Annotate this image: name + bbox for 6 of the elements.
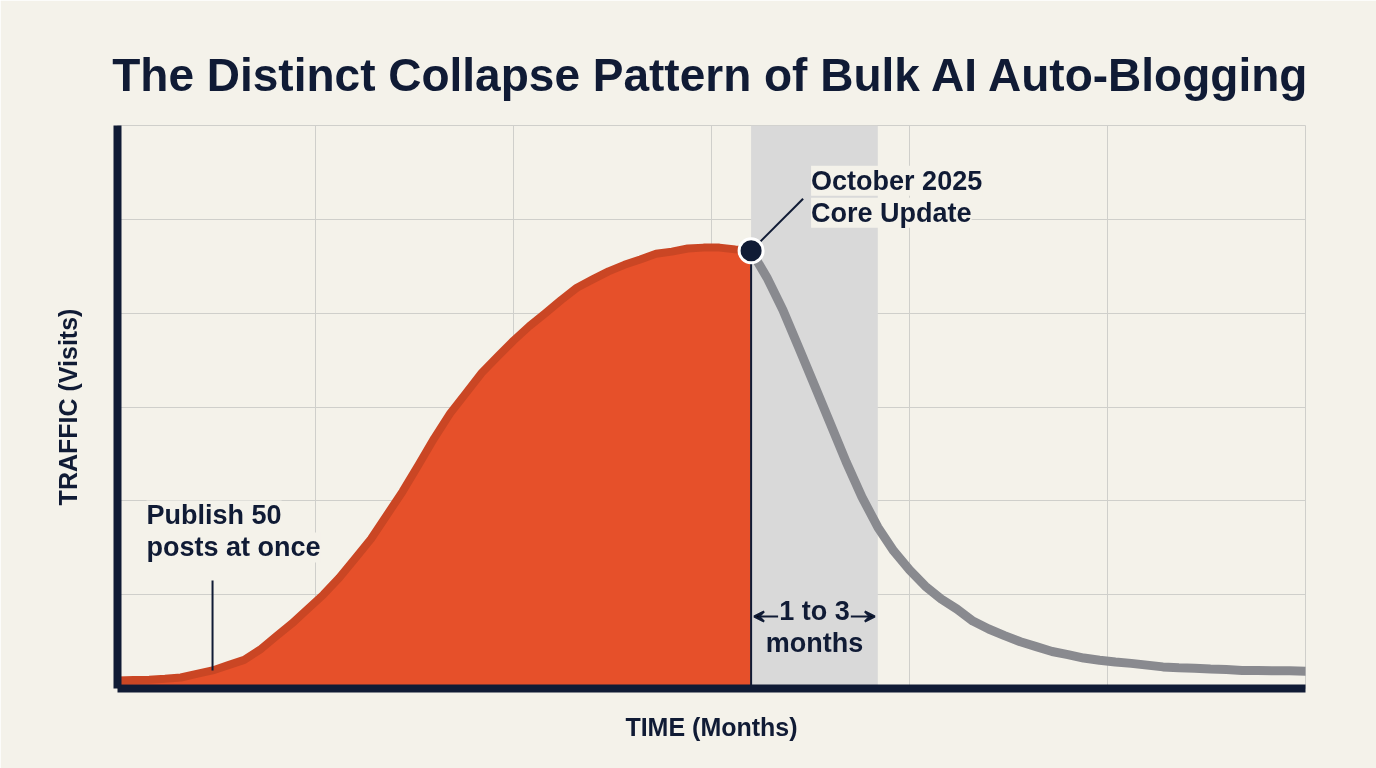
chart-title: The Distinct Collapse Pattern of Bulk AI Auto-Blogging [112,48,1308,101]
annotation: Publish 50 posts at once [146,500,321,563]
annotation: 1 to 3 months [765,595,864,658]
y-axis-title: TRAFFIC (Visits) [53,308,82,506]
x-axis-title: TIME (Months) [625,712,798,741]
text: October 2025 Core Update [811,165,983,228]
